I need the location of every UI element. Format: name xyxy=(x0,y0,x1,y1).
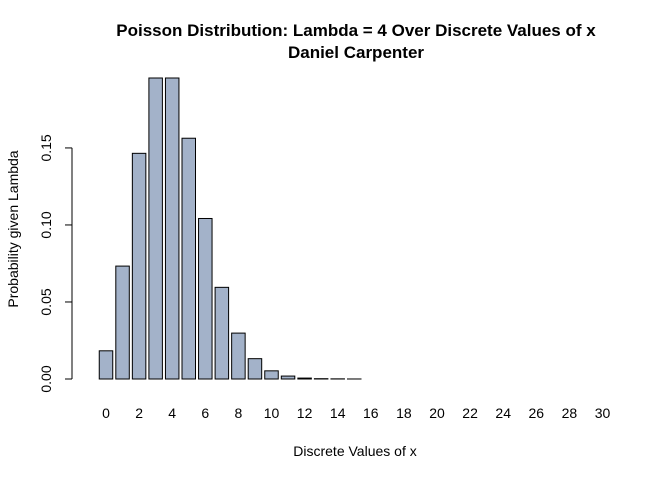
bar-x-9 xyxy=(247,358,263,380)
bar-x-4 xyxy=(164,77,180,380)
y-tick-label: 0.10 xyxy=(38,211,54,238)
bar-x-8 xyxy=(231,332,246,380)
x-tick-label: 0 xyxy=(102,405,110,421)
bar-x-3 xyxy=(148,77,163,380)
y-axis-label: Probability given Lambda xyxy=(5,150,21,307)
bar-x-7 xyxy=(214,286,230,380)
x-tick-label: 12 xyxy=(297,405,313,421)
x-tick-label: 2 xyxy=(135,405,143,421)
x-tick-label: 8 xyxy=(235,405,243,421)
x-tick-label: 4 xyxy=(168,405,176,421)
y-tick-label: 0.00 xyxy=(38,365,54,392)
bar-x-5 xyxy=(181,137,196,380)
x-tick-label: 22 xyxy=(462,405,478,421)
bar-x-11 xyxy=(280,375,296,380)
bar-x-12 xyxy=(297,377,312,380)
bar-x-2 xyxy=(131,152,147,380)
x-tick-label: 28 xyxy=(562,405,578,421)
bar-x-6 xyxy=(198,217,213,380)
bar-x-10 xyxy=(264,370,279,380)
x-tick-label: 26 xyxy=(529,405,545,421)
bars-group xyxy=(98,77,362,380)
x-tick-label: 24 xyxy=(495,405,511,421)
bar-x-1 xyxy=(115,265,130,380)
chart-title: Poisson Distribution: Lambda = 4 Over Di… xyxy=(116,21,596,40)
bar-x-0 xyxy=(98,350,114,380)
y-tick-label: 0.05 xyxy=(38,288,54,315)
x-tick-label: 16 xyxy=(363,405,379,421)
x-tick-label: 10 xyxy=(264,405,280,421)
x-axis-label: Discrete Values of x xyxy=(293,443,416,459)
x-tick-label: 6 xyxy=(201,405,209,421)
y-tick-label: 0.15 xyxy=(38,134,54,161)
x-tick-label: 20 xyxy=(429,405,445,421)
x-tick-label: 30 xyxy=(595,405,611,421)
y-axis: 0.00 0.05 0.10 0.15 xyxy=(38,134,73,393)
chart-subtitle: Daniel Carpenter xyxy=(288,43,424,62)
x-tick-label: 14 xyxy=(330,405,346,421)
x-tick-label: 18 xyxy=(396,405,412,421)
x-tick-labels: 0 2 4 6 8 10 12 14 16 18 20 22 24 26 28 30 xyxy=(102,405,610,421)
